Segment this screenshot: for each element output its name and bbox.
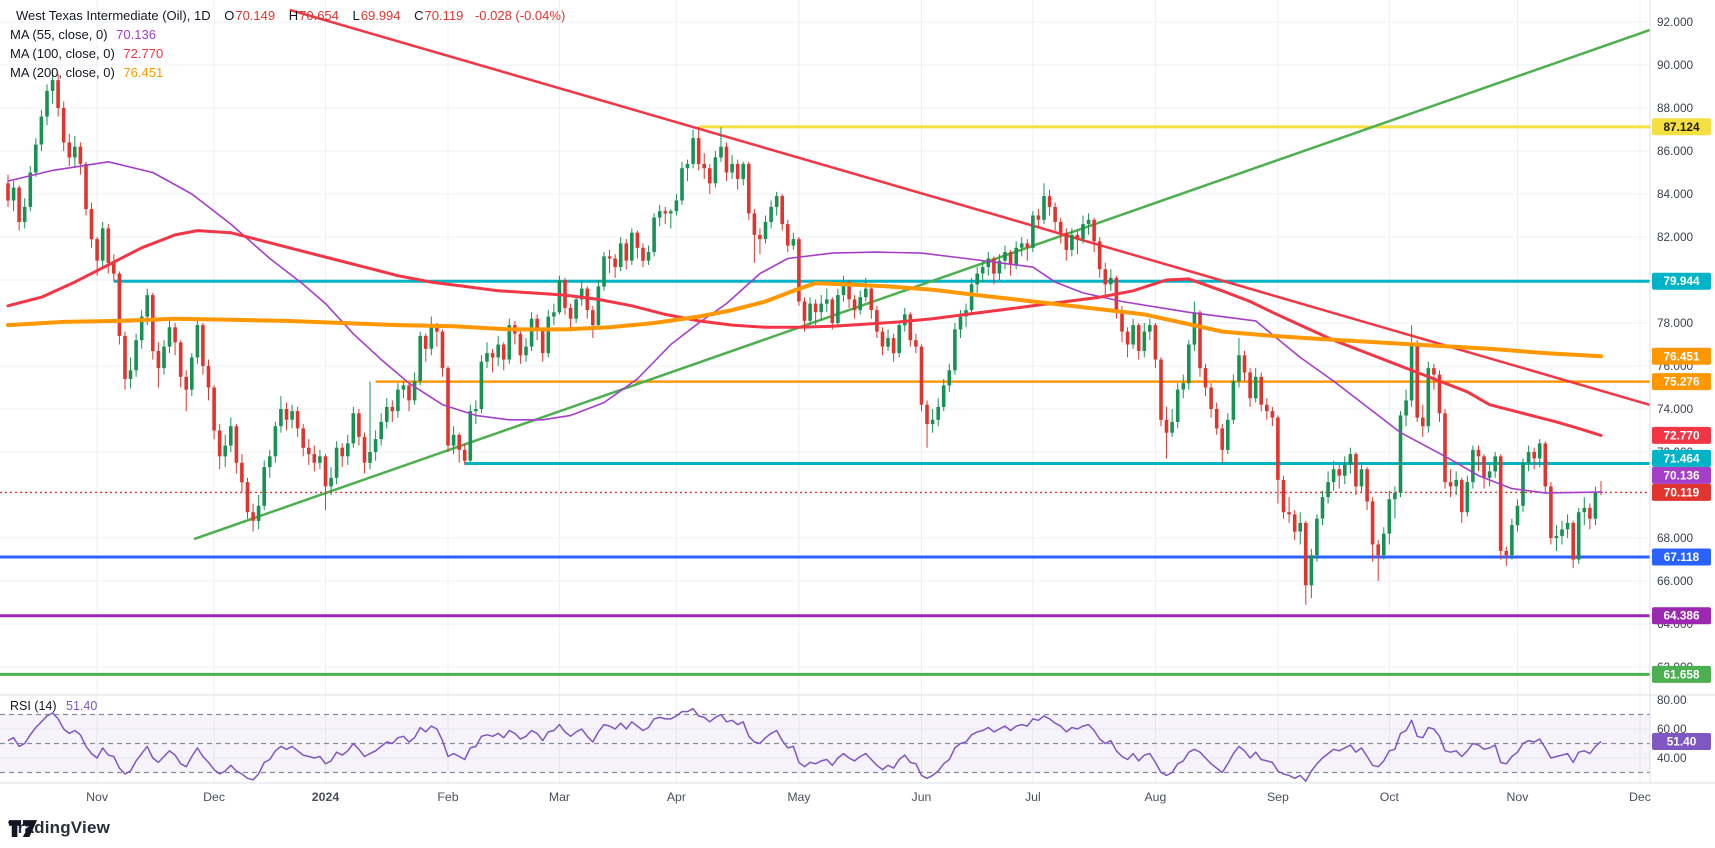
ma-100-line[interactable] <box>6 229 1603 437</box>
ma55-value: 70.136 <box>116 27 156 42</box>
svg-text:86.000: 86.000 <box>1657 144 1694 158</box>
svg-text:79.944: 79.944 <box>1663 274 1700 288</box>
svg-text:51.40: 51.40 <box>1667 734 1697 748</box>
svg-text:Dec: Dec <box>203 790 225 804</box>
close-value: 70.119 <box>424 8 464 23</box>
price-axis-badges: 61.658 64.386 67.118 70.119 70.136 71.464 72.7… <box>1652 118 1711 750</box>
svg-text:Nov: Nov <box>1507 790 1530 804</box>
rsi-value: 51.40 <box>66 699 98 713</box>
ma-200-line[interactable] <box>6 281 1603 359</box>
svg-text:70.119: 70.119 <box>1664 485 1700 499</box>
svg-text:70.136: 70.136 <box>1663 468 1700 482</box>
svg-text:2024: 2024 <box>312 790 340 804</box>
svg-text:Jun: Jun <box>912 790 932 804</box>
ma200-label: MA (200, close, 0) <box>10 65 115 80</box>
svg-text:Sep: Sep <box>1267 790 1289 804</box>
svg-text:Oct: Oct <box>1380 790 1400 804</box>
ma-55-line[interactable] <box>7 161 1602 494</box>
svg-text:87.124: 87.124 <box>1663 120 1700 134</box>
svg-text:Jul: Jul <box>1025 790 1041 804</box>
svg-text:66.000: 66.000 <box>1657 574 1694 588</box>
svg-text:61.658: 61.658 <box>1663 667 1700 681</box>
svg-text:40.00: 40.00 <box>1657 751 1687 765</box>
low-label: L <box>352 8 360 23</box>
symbol-legend: West Texas Intermediate (Oil), 1D O70.14… <box>10 6 565 82</box>
symbol-row[interactable]: West Texas Intermediate (Oil), 1D O70.14… <box>10 6 565 25</box>
svg-text:Dec: Dec <box>1629 790 1651 804</box>
svg-text:82.000: 82.000 <box>1657 230 1694 244</box>
open-value: 70.149 <box>235 8 276 23</box>
high-value: 70.654 <box>299 8 339 23</box>
change-value: -0.028 (-0.04%) <box>474 8 566 23</box>
svg-text:72.770: 72.770 <box>1663 428 1700 442</box>
svg-text:Aug: Aug <box>1144 790 1166 804</box>
open-label: O <box>224 8 235 23</box>
high-label: H <box>288 8 299 23</box>
rsi-legend-row[interactable]: RSI (14) 51.40 <box>10 699 97 713</box>
trendline-ascending-support[interactable] <box>193 28 1651 541</box>
svg-text:88.000: 88.000 <box>1657 101 1694 115</box>
ma100-row[interactable]: MA (100, close, 0) 72.770 <box>10 44 565 63</box>
ma100-value: 72.770 <box>123 46 164 61</box>
svg-text:74.000: 74.000 <box>1657 402 1694 416</box>
svg-text:76.451: 76.451 <box>1663 349 1700 363</box>
svg-text:Feb: Feb <box>437 790 458 804</box>
svg-text:67.118: 67.118 <box>1664 550 1700 564</box>
svg-text:Nov: Nov <box>86 790 109 804</box>
svg-text:92.000: 92.000 <box>1657 15 1694 29</box>
candlestick-series <box>6 68 1603 605</box>
ma100-label: MA (100, close, 0) <box>10 46 115 61</box>
rsi-label: RSI (14) <box>10 699 57 713</box>
pane-separators <box>0 0 1715 784</box>
svg-text:60.00: 60.00 <box>1657 722 1687 736</box>
svg-text:80.00: 80.00 <box>1657 693 1687 707</box>
svg-text:78.000: 78.000 <box>1657 316 1694 330</box>
ma200-row[interactable]: MA (200, close, 0) 76.451 <box>10 63 565 82</box>
svg-text:68.000: 68.000 <box>1657 531 1694 545</box>
time-axis[interactable]: Nov Dec 2024 Feb Mar Apr May Jun Jul Aug Sep Oct Nov… <box>86 790 1651 804</box>
svg-text:Apr: Apr <box>667 790 686 804</box>
svg-text:75.276: 75.276 <box>1663 375 1700 389</box>
symbol-title: West Texas Intermediate (Oil), 1D <box>16 8 211 23</box>
svg-text:84.000: 84.000 <box>1657 187 1694 201</box>
ma200-value: 76.451 <box>123 65 164 80</box>
trendline-descending-resistance[interactable] <box>289 8 1651 407</box>
tradingview-attribution[interactable]: TradingView <box>8 818 110 838</box>
close-label: C <box>414 8 424 23</box>
tradingview-logo-icon <box>8 820 38 837</box>
svg-text:64.386: 64.386 <box>1663 609 1700 623</box>
low-value: 69.994 <box>360 8 401 23</box>
ma55-label: MA (55, close, 0) <box>10 27 108 42</box>
rsi-line[interactable] <box>7 707 1602 782</box>
svg-text:90.000: 90.000 <box>1657 58 1694 72</box>
ma55-row[interactable]: MA (55, close, 0) 70.136 <box>10 25 565 44</box>
svg-text:71.464: 71.464 <box>1663 451 1700 465</box>
svg-text:May: May <box>787 790 811 804</box>
svg-text:Mar: Mar <box>549 790 570 804</box>
rsi-band <box>0 713 1650 774</box>
